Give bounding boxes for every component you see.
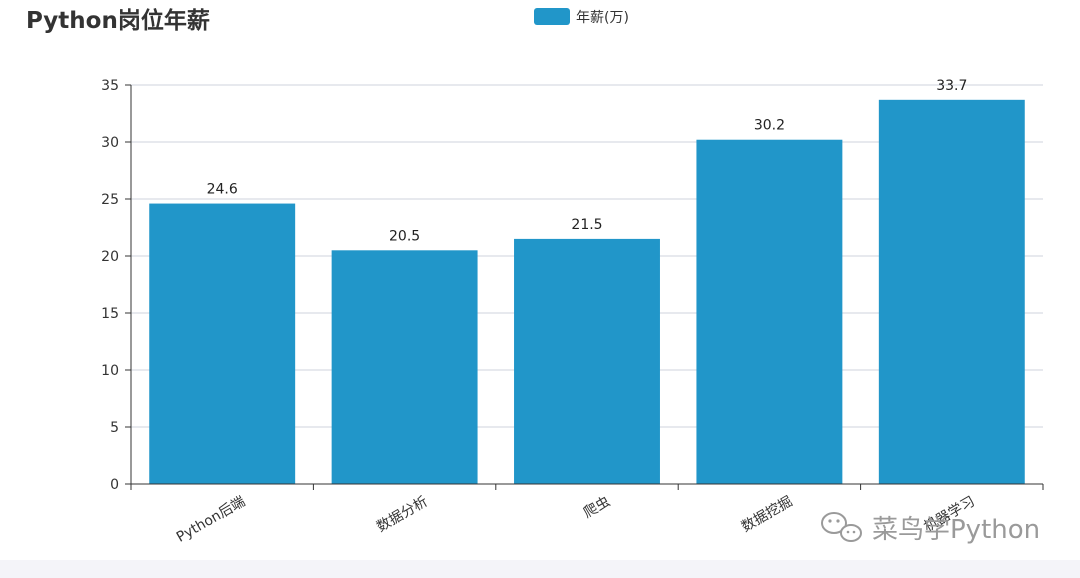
bar[interactable] (878, 99, 1025, 484)
y-tick-label: 30 (101, 135, 119, 151)
y-tick-label: 20 (101, 249, 119, 265)
x-tick-label: Python后端 (174, 494, 248, 546)
chart-title: Python岗位年薪 (26, 7, 210, 34)
y-tick-label: 10 (101, 363, 119, 379)
bars (149, 99, 1025, 484)
data-label: 33.7 (936, 78, 967, 94)
y-tick-label: 5 (110, 420, 119, 436)
bar[interactable] (514, 238, 660, 484)
bar[interactable] (149, 203, 296, 484)
data-label: 30.2 (754, 118, 785, 134)
y-tick-label: 0 (110, 477, 119, 493)
bar[interactable] (331, 250, 478, 484)
axes (130, 85, 1043, 485)
bar[interactable] (696, 139, 843, 484)
y-tick-label: 15 (101, 306, 119, 322)
data-labels: 24.6 20.5 21.5 30.2 33.7 (207, 78, 968, 244)
x-tick-label: 数据分析 (374, 494, 430, 536)
data-label: 21.5 (571, 217, 602, 233)
y-tick-label: 35 (101, 78, 119, 94)
y-tick-label: 25 (101, 192, 119, 208)
legend-swatch (534, 8, 570, 25)
legend[interactable]: 年薪(万) (534, 8, 629, 26)
x-tick-label: 爬虫 (581, 494, 613, 522)
watermark-text: 菜鸟学Python (872, 515, 1040, 545)
y-axis-ticks: 0 5 10 15 20 25 30 35 (101, 78, 131, 493)
data-label: 24.6 (207, 182, 238, 198)
wechat-icon (821, 512, 862, 542)
x-tick-label: 数据挖掘 (739, 494, 795, 536)
data-label: 20.5 (389, 228, 420, 244)
bottom-band (0, 560, 1080, 578)
legend-label: 年薪(万) (576, 10, 629, 26)
watermark: 菜鸟学Python (821, 512, 1040, 545)
